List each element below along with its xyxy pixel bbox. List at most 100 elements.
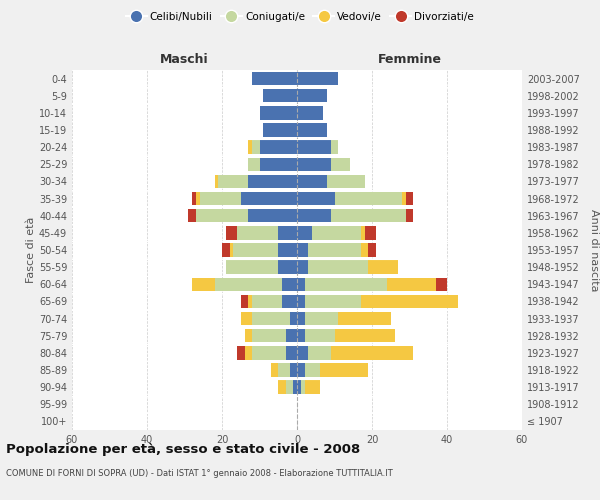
Bar: [361, 226, 365, 239]
Bar: [331, 209, 406, 222]
Bar: [241, 312, 252, 326]
Text: Popolazione per età, sesso e stato civile - 2008: Popolazione per età, sesso e stato civil…: [6, 442, 360, 456]
Bar: [248, 294, 252, 308]
Bar: [335, 192, 402, 205]
Bar: [297, 260, 308, 274]
Bar: [297, 174, 327, 188]
Bar: [297, 346, 308, 360]
Bar: [331, 158, 349, 171]
Bar: [297, 192, 335, 205]
Bar: [226, 226, 237, 239]
Bar: [199, 192, 241, 205]
Bar: [305, 294, 361, 308]
Bar: [226, 260, 278, 274]
Bar: [222, 244, 229, 256]
Bar: [252, 72, 297, 86]
Bar: [402, 192, 406, 205]
Bar: [192, 278, 215, 291]
Bar: [297, 106, 323, 120]
Bar: [286, 380, 293, 394]
Bar: [252, 346, 286, 360]
Bar: [196, 192, 199, 205]
Bar: [248, 158, 260, 171]
Bar: [331, 140, 338, 154]
Bar: [233, 244, 278, 256]
Bar: [297, 278, 305, 291]
Bar: [229, 244, 233, 256]
Bar: [248, 209, 297, 222]
Bar: [215, 278, 282, 291]
Bar: [305, 278, 387, 291]
Bar: [361, 294, 458, 308]
Bar: [252, 312, 290, 326]
Bar: [237, 346, 245, 360]
Bar: [260, 106, 297, 120]
Bar: [297, 244, 308, 256]
Legend: Celibi/Nubili, Coniugati/e, Vedovi/e, Divorziati/e: Celibi/Nubili, Coniugati/e, Vedovi/e, Di…: [122, 8, 478, 26]
Bar: [297, 312, 305, 326]
Bar: [278, 380, 286, 394]
Bar: [248, 140, 252, 154]
Bar: [297, 72, 338, 86]
Bar: [278, 244, 297, 256]
Bar: [308, 346, 331, 360]
Bar: [188, 209, 196, 222]
Bar: [308, 260, 368, 274]
Bar: [260, 158, 297, 171]
Bar: [237, 226, 278, 239]
Bar: [406, 192, 413, 205]
Bar: [263, 89, 297, 102]
Bar: [252, 294, 282, 308]
Bar: [335, 329, 395, 342]
Bar: [331, 346, 413, 360]
Bar: [252, 329, 286, 342]
Text: COMUNE DI FORNI DI SOPRA (UD) - Dati ISTAT 1° gennaio 2008 - Elaborazione TUTTIT: COMUNE DI FORNI DI SOPRA (UD) - Dati IST…: [6, 468, 393, 477]
Bar: [248, 174, 297, 188]
Bar: [320, 364, 368, 376]
Y-axis label: Fasce di età: Fasce di età: [26, 217, 36, 283]
Y-axis label: Anni di nascita: Anni di nascita: [589, 209, 599, 291]
Bar: [282, 294, 297, 308]
Bar: [406, 209, 413, 222]
Bar: [301, 380, 305, 394]
Bar: [278, 260, 297, 274]
Bar: [436, 278, 447, 291]
Bar: [286, 329, 297, 342]
Bar: [196, 209, 248, 222]
Bar: [312, 226, 361, 239]
Bar: [305, 380, 320, 394]
Bar: [297, 294, 305, 308]
Bar: [297, 140, 331, 154]
Bar: [297, 158, 331, 171]
Bar: [290, 364, 297, 376]
Bar: [278, 226, 297, 239]
Bar: [308, 244, 361, 256]
Bar: [192, 192, 196, 205]
Bar: [338, 312, 391, 326]
Bar: [241, 294, 248, 308]
Bar: [297, 226, 312, 239]
Bar: [271, 364, 278, 376]
Bar: [368, 244, 376, 256]
Bar: [297, 329, 305, 342]
Bar: [305, 364, 320, 376]
Text: Femmine: Femmine: [377, 54, 442, 66]
Bar: [252, 140, 260, 154]
Bar: [368, 260, 398, 274]
Bar: [297, 89, 327, 102]
Bar: [305, 329, 335, 342]
Bar: [282, 278, 297, 291]
Bar: [327, 174, 365, 188]
Bar: [297, 209, 331, 222]
Text: Maschi: Maschi: [160, 54, 209, 66]
Bar: [218, 174, 248, 188]
Bar: [297, 364, 305, 376]
Bar: [263, 124, 297, 136]
Bar: [286, 346, 297, 360]
Bar: [241, 192, 297, 205]
Bar: [361, 244, 368, 256]
Bar: [245, 346, 252, 360]
Bar: [278, 364, 290, 376]
Bar: [245, 329, 252, 342]
Bar: [290, 312, 297, 326]
